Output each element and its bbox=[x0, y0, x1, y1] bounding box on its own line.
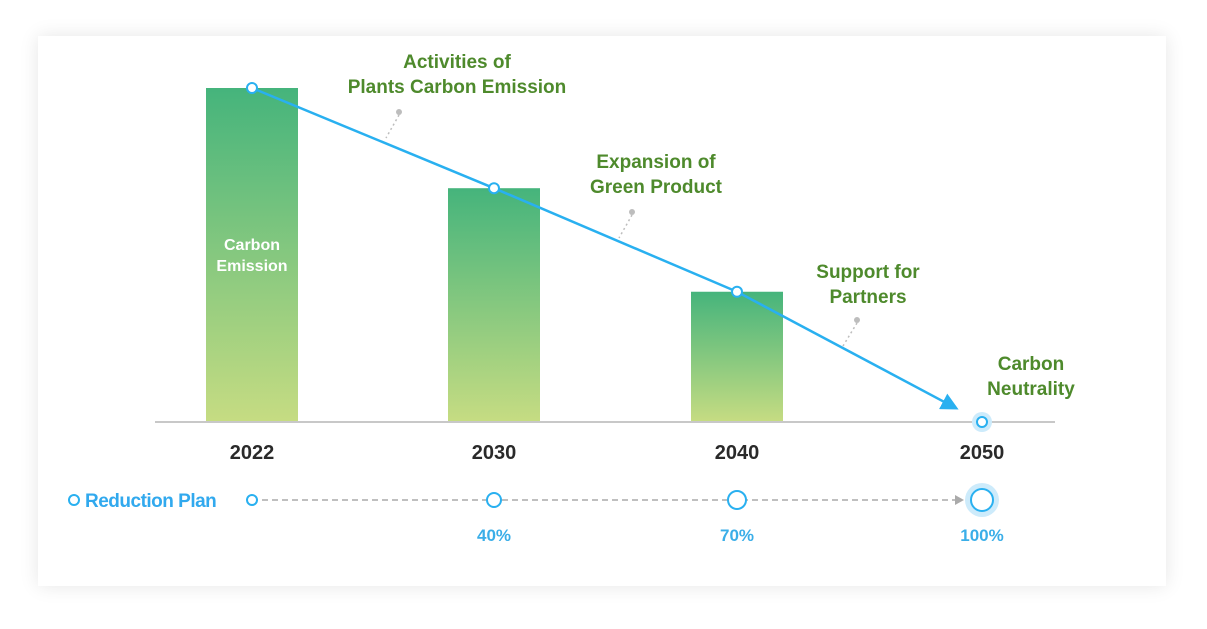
annotation-leaders bbox=[385, 109, 860, 347]
trend-point-2030 bbox=[488, 182, 500, 195]
x-tick-label-2040: 2040 bbox=[715, 442, 760, 464]
trend-segment-1 bbox=[493, 187, 738, 293]
bar-2040 bbox=[691, 291, 783, 422]
trend-line-group bbox=[246, 82, 992, 432]
plan-node-2030 bbox=[486, 492, 502, 508]
annotation-3: Support for Partners bbox=[816, 262, 920, 308]
bar-2030 bbox=[448, 188, 540, 422]
plan-percent-2040: 70% bbox=[720, 526, 754, 545]
annotation-2: Expansion of Green Product bbox=[590, 152, 723, 198]
annotation-4: Carbon Neutrality bbox=[987, 354, 1075, 400]
trend-segment-0 bbox=[251, 86, 495, 190]
annotation-1: Activities of Plants Carbon Emission bbox=[348, 52, 567, 98]
plan-percent-2050: 100% bbox=[960, 526, 1003, 545]
leader-dot-3 bbox=[854, 317, 860, 323]
trend-point-2050 bbox=[976, 416, 988, 428]
trend-point-2040 bbox=[731, 285, 743, 298]
reduction-plan-label: Reduction Plan bbox=[85, 491, 216, 512]
leader-line-3 bbox=[842, 322, 858, 347]
trend-segment-2 bbox=[736, 290, 959, 410]
leader-line-1 bbox=[385, 114, 400, 139]
reduction-plan-arrowhead bbox=[955, 495, 964, 505]
x-tick-label-2022: 2022 bbox=[230, 442, 275, 464]
labels-group: Carbon Emission 2022 2030 2040 2050 Activities… bbox=[216, 52, 1075, 464]
plan-percent-2030: 40% bbox=[477, 526, 511, 545]
leader-line-2 bbox=[618, 214, 633, 239]
plan-node-2050 bbox=[970, 488, 994, 512]
trend-point-2022 bbox=[246, 82, 258, 94]
bar-2022 bbox=[206, 88, 298, 422]
plan-node-2040 bbox=[727, 490, 747, 510]
leader-dot-2 bbox=[629, 209, 635, 215]
reduction-plan-group: Reduction Plan 40% 70% 100% bbox=[68, 483, 1004, 545]
plan-node-2022 bbox=[246, 494, 258, 506]
bar-label-carbon-emission: Carbon Emission bbox=[216, 237, 287, 275]
leader-dot-1 bbox=[396, 109, 402, 115]
x-tick-label-2050: 2050 bbox=[960, 442, 1005, 464]
bars-group bbox=[206, 88, 783, 422]
reduction-plan-marker bbox=[68, 494, 80, 506]
x-tick-label-2030: 2030 bbox=[472, 442, 517, 464]
